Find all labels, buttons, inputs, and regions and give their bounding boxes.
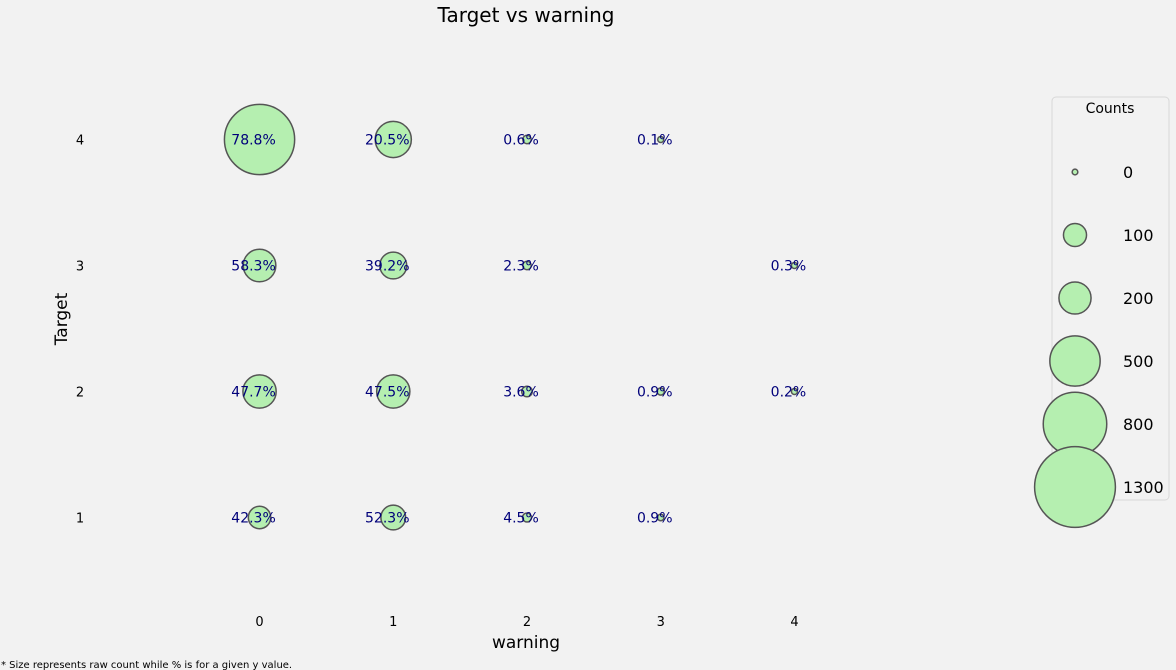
x-tick-label: 0 [255,615,263,630]
legend-entry-label: 800 [1123,415,1154,434]
chart-title: Target vs warning [437,3,615,27]
bubble [656,135,665,144]
bubble [790,261,799,270]
y-tick-label: 3 [76,260,84,275]
legend-bubble [1049,335,1101,387]
bubble-percent-label: 52.3% [365,511,409,527]
x-tick-label: 1 [389,615,397,630]
bubble-percent-label: 0.1% [637,133,673,149]
legend-entry-label: 500 [1123,352,1154,371]
legend: Counts 0 100 200 500 800 1300 [1033,96,1170,529]
footnote: * Size represents raw count while % is f… [1,660,292,670]
y-tick-labels: 1 2 3 4 [76,134,84,527]
bubble [521,512,533,523]
bubble-percent-label: 47.5% [365,385,409,401]
legend-entry-label: 100 [1123,226,1154,245]
bubble-percent-label: 0.9% [637,385,673,401]
legend-bubble [1062,222,1088,248]
bubble-percent-label: 47.7% [231,385,275,401]
y-tick-label: 2 [76,386,84,401]
legend-title: Counts [1086,101,1135,117]
bubble [656,513,665,522]
bubble-percent-label: 0.2% [771,385,807,401]
bubble [790,387,799,396]
bubble [242,248,277,283]
legend-bubble [1033,445,1117,529]
x-axis-label: warning [492,633,560,653]
bubble-percent-label: 0.3% [771,259,807,275]
percent-label-layer: 78.8% 20.5% 0.6% 0.1% 58.3% 39.2% 2.3% 0.3% 47.7… [231,133,806,527]
bubble [656,387,666,396]
bubble [223,103,296,176]
bubble-percent-label: 3.6% [503,385,539,401]
bubble-percent-label: 58.3% [231,259,275,275]
bubble-percent-label: 78.8% [231,133,275,149]
bubble-percent-label: 0.6% [503,133,539,149]
x-tick-label: 2 [523,615,531,630]
legend-bubble [1058,281,1092,315]
bubble [522,134,532,145]
legend-entry-label: 200 [1123,289,1154,308]
bubble [522,260,532,271]
legend-entry-label: 0 [1123,163,1133,182]
y-tick-label: 1 [76,512,84,527]
x-tick-label: 3 [657,615,665,630]
y-tick-label: 4 [76,134,84,149]
bubble [247,505,272,530]
bubble-percent-label: 42.3% [231,511,275,527]
bubble [242,374,277,409]
x-tick-labels: 0 1 2 3 4 [255,615,798,630]
legend-entries: 0 100 200 500 800 1300 [1033,163,1164,529]
bubble-percent-label: 0.9% [637,511,673,527]
bubble [379,251,408,280]
bubble-percent-label: 4.5% [503,511,539,527]
bubble [520,385,534,398]
bubble-percent-label: 2.3% [503,259,539,275]
bubble-layer [223,103,799,531]
bubble [380,504,407,531]
x-tick-label: 4 [790,615,798,630]
y-axis-label: Target [52,292,72,346]
bubble [375,374,411,409]
legend-bubble [1071,168,1079,176]
bubble-percent-label: 20.5% [365,133,409,149]
bubble-percent-label: 39.2% [365,259,409,275]
bubble [374,120,413,159]
legend-entry-label: 1300 [1123,478,1164,497]
